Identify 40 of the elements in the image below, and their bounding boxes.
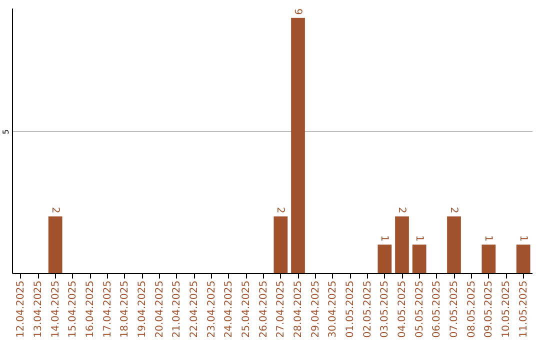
x-tick-label: 21.04.2025 bbox=[172, 280, 183, 338]
x-tick-label: 08.05.2025 bbox=[466, 280, 478, 338]
x-tick-label: 13.04.2025 bbox=[33, 280, 44, 338]
data-label: 1 bbox=[378, 235, 390, 242]
x-tick-label: 28.04.2025 bbox=[293, 280, 304, 338]
x-tick-label: 10.05.2025 bbox=[501, 280, 512, 338]
x-tick-label: 30.04.2025 bbox=[328, 280, 339, 338]
x-tick-label: 16.04.2025 bbox=[85, 280, 96, 338]
x-tick-label: 12.04.2025 bbox=[16, 280, 27, 338]
data-label: 2 bbox=[49, 206, 60, 214]
x-tick-label: 02.05.2025 bbox=[362, 280, 374, 338]
data-label: 1 bbox=[517, 235, 528, 242]
x-tick-label: 26.04.2025 bbox=[258, 280, 270, 338]
x-tick-label: 27.04.2025 bbox=[276, 280, 287, 338]
x-tick-label: 22.04.2025 bbox=[189, 280, 200, 338]
x-tick-label: 23.04.2025 bbox=[206, 280, 218, 338]
x-tick-label: 15.04.2025 bbox=[68, 280, 79, 338]
x-tick-label: 05.05.2025 bbox=[414, 280, 426, 338]
x-tick-label: 19.04.2025 bbox=[137, 280, 148, 338]
x-tick-label: 24.04.2025 bbox=[224, 280, 235, 338]
x-tick-label: 14.04.2025 bbox=[50, 280, 62, 338]
data-label: 2 bbox=[448, 206, 459, 214]
y-tick-label: 5 bbox=[2, 129, 10, 134]
x-tick-label: 17.04.2025 bbox=[102, 280, 114, 338]
x-tick-label: 11.05.2025 bbox=[518, 280, 530, 338]
data-label: 2 bbox=[396, 206, 407, 214]
x-tick-label: 18.04.2025 bbox=[120, 280, 131, 338]
data-label: 1 bbox=[413, 235, 424, 242]
data-label: 1 bbox=[482, 235, 494, 242]
data-label: 9 bbox=[292, 8, 303, 15]
x-tick-label: 09.05.2025 bbox=[484, 280, 495, 338]
x-tick-label: 25.04.2025 bbox=[241, 280, 252, 338]
x-tick-label: 29.04.2025 bbox=[310, 280, 322, 338]
x-tick-label: 03.05.2025 bbox=[380, 280, 391, 338]
x-tick-label: 20.04.2025 bbox=[154, 280, 166, 338]
x-tick-label: 01.05.2025 bbox=[345, 280, 356, 338]
x-tick-label: 07.05.2025 bbox=[449, 280, 460, 338]
x-tick-label: 04.05.2025 bbox=[397, 280, 408, 338]
x-tick-label: 06.05.2025 bbox=[432, 280, 443, 338]
data-label: 2 bbox=[274, 206, 286, 214]
